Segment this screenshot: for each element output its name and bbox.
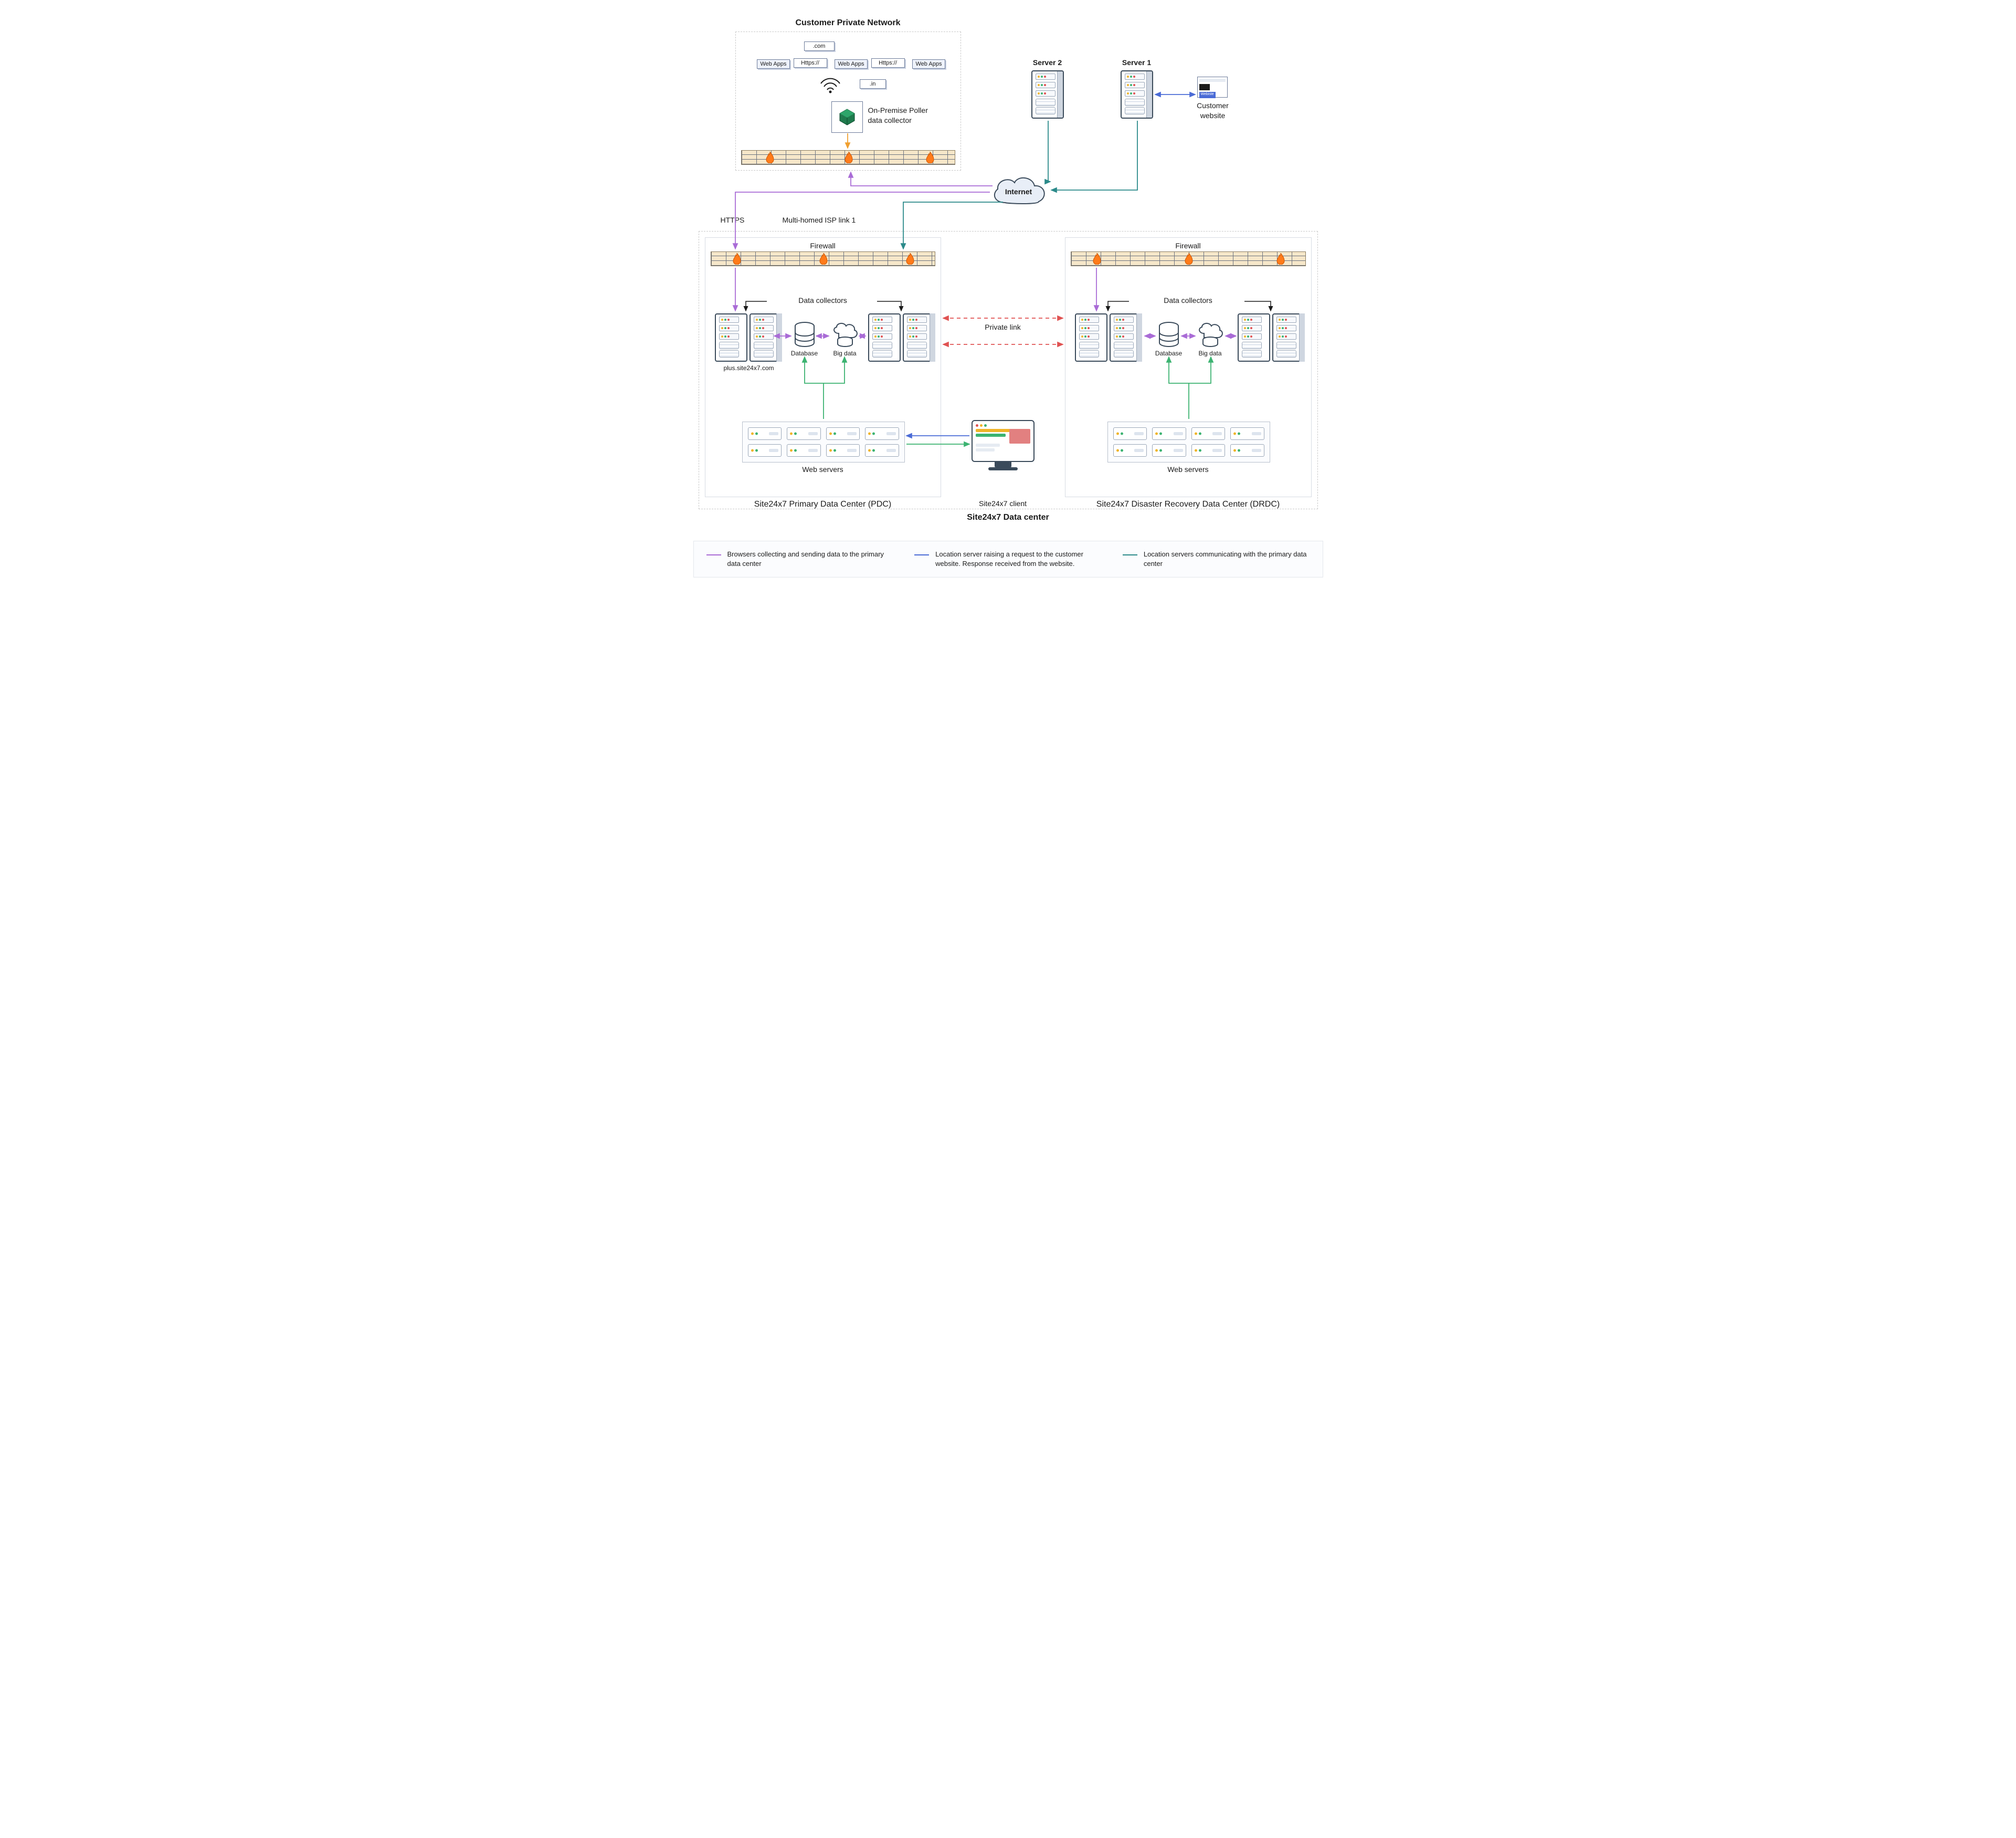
poller-label: On-Premise Poller data collector	[868, 106, 947, 125]
web-unit	[1191, 444, 1226, 457]
region-drdc: Firewall Data collectors Database Big da…	[1065, 237, 1312, 497]
web-unit	[748, 444, 782, 457]
drdc-collectors-label: Data collectors	[1065, 296, 1311, 306]
pdc-web-cluster	[742, 422, 905, 463]
drdc-webservers-label: Web servers	[1065, 465, 1311, 475]
chip-in: .in	[860, 79, 886, 89]
label-isp: Multi-homed ISP link 1	[783, 215, 888, 225]
pdc-right-servers-icon	[868, 313, 935, 362]
customer-network-title: Customer Private Network	[736, 18, 960, 28]
pdc-bigdata-label: Big data	[827, 349, 863, 358]
chip-webapps-1: Web Apps	[757, 59, 790, 69]
web-unit	[826, 444, 860, 457]
customer-website-icon: Webiste	[1197, 77, 1228, 98]
internet-cloud-icon: Internet	[987, 171, 1050, 212]
drdc-web-cluster	[1107, 422, 1270, 463]
web-unit	[1191, 427, 1226, 440]
legend-item-teal: Location servers communicating with the …	[1123, 550, 1310, 569]
pdc-left-servers-icon	[715, 313, 782, 362]
chip-https-2: Https://	[871, 58, 905, 68]
chip-webapps-2: Web Apps	[835, 59, 868, 69]
legend-swatch	[706, 554, 721, 555]
web-unit	[748, 427, 782, 440]
web-unit	[826, 427, 860, 440]
pdc-database-label: Database	[785, 349, 824, 358]
web-unit	[787, 427, 821, 440]
drdc-right-servers-icon	[1238, 313, 1305, 362]
pdc-plus-label: plus.site24x7.com	[710, 364, 788, 372]
web-unit	[1113, 427, 1147, 440]
architecture-diagram: Customer Private Network .com Web Apps H…	[693, 16, 1323, 583]
drdc-bigdata-label: Big data	[1192, 349, 1228, 358]
legend-item-blue: Location server raising a request to the…	[914, 550, 1102, 569]
web-unit	[1152, 427, 1186, 440]
legend-swatch	[914, 554, 929, 555]
pdc-firewall-label: Firewall	[705, 241, 941, 251]
legend-text: Browsers collecting and sending data to …	[727, 550, 894, 569]
legend: Browsers collecting and sending data to …	[693, 541, 1323, 577]
chip-https-1: Https://	[794, 58, 827, 68]
drdc-database-icon	[1158, 322, 1180, 347]
pdc-webservers-label: Web servers	[705, 465, 941, 475]
drdc-firewall-label: Firewall	[1065, 241, 1311, 251]
server1-label: Server 1	[1118, 58, 1155, 68]
drdc-left-servers-icon	[1075, 313, 1142, 362]
label-https: HTTPS	[721, 215, 752, 225]
legend-swatch	[1123, 554, 1137, 555]
legend-text: Location servers communicating with the …	[1144, 550, 1310, 569]
web-unit	[787, 444, 821, 457]
web-unit	[865, 444, 899, 457]
customer-website-label: Customer website	[1192, 101, 1234, 121]
firewall-customer	[741, 150, 955, 165]
chip-webapps-3: Web Apps	[912, 59, 946, 69]
web-unit	[865, 427, 899, 440]
drdc-title: Site24x7 Disaster Recovery Data Center (…	[1065, 500, 1311, 509]
client-label: Site24x7 client	[966, 499, 1040, 509]
pdc-database-icon	[794, 322, 816, 347]
firewall-drdc	[1071, 251, 1306, 266]
wifi-icon	[819, 76, 842, 94]
web-unit	[1113, 444, 1147, 457]
poller-box-icon	[831, 101, 863, 133]
drdc-database-label: Database	[1149, 349, 1188, 358]
firewall-pdc	[711, 251, 935, 266]
web-unit	[1230, 427, 1264, 440]
server1-icon	[1121, 70, 1153, 119]
drdc-bigdata-icon	[1197, 322, 1224, 347]
legend-item-purple: Browsers collecting and sending data to …	[706, 550, 894, 569]
pdc-collectors-label: Data collectors	[705, 296, 941, 306]
private-link-label: Private link	[956, 322, 1050, 332]
client-monitor-icon	[972, 420, 1035, 470]
chip-com: .com	[804, 41, 835, 51]
pdc-bigdata-icon	[831, 322, 859, 347]
datacenter-title: Site24x7 Data center	[699, 513, 1317, 522]
server2-icon	[1031, 70, 1064, 119]
web-unit	[1230, 444, 1264, 457]
legend-text: Location server raising a request to the…	[935, 550, 1102, 569]
region-customer-network: Customer Private Network .com Web Apps H…	[735, 31, 961, 171]
pdc-title: Site24x7 Primary Data Center (PDC)	[705, 500, 941, 509]
internet-label: Internet	[987, 171, 1050, 212]
web-unit	[1152, 444, 1186, 457]
region-pdc: Firewall Data collectors plus.site24x7.c…	[705, 237, 941, 497]
server2-label: Server 2	[1029, 58, 1066, 68]
